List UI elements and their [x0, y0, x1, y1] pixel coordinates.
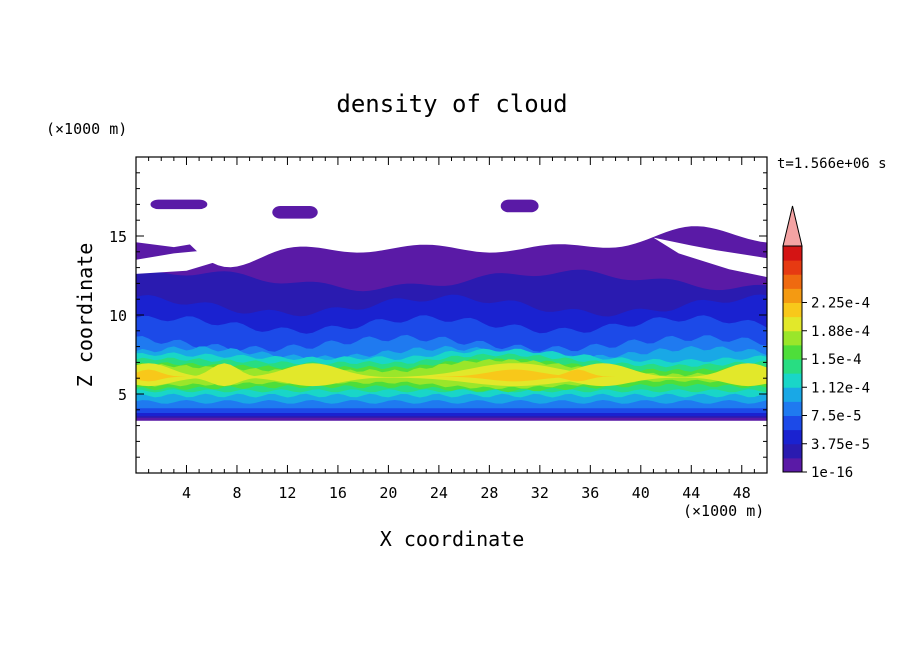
colorbar-swatch [783, 316, 802, 332]
x-tick-label: 36 [581, 484, 599, 502]
colorbar-label: 1.88e-4 [811, 324, 870, 340]
x-tick-label: 4 [182, 484, 191, 502]
cloud-core-patch [136, 363, 767, 387]
y-tick-label: 10 [109, 307, 127, 325]
y-tick-label: 15 [109, 228, 127, 246]
plot-area [136, 157, 767, 473]
y-tick-label: 5 [118, 386, 127, 404]
y-unit-label: (×1000 m) [46, 120, 127, 138]
x-tick-label: 44 [682, 484, 700, 502]
colorbar-swatch [783, 302, 802, 318]
x-tick-label: 32 [531, 484, 549, 502]
cloud-gap [136, 215, 250, 248]
x-unit-label: (×1000 m) [683, 502, 764, 520]
cloud-fragment [500, 199, 539, 213]
colorbar-label: 1e-16 [811, 465, 853, 481]
cloud-gap [136, 248, 250, 274]
x-tick-label: 8 [232, 484, 241, 502]
x-tick-label: 20 [379, 484, 397, 502]
x-axis: 4 8 12 16 20 24 28 32 36 40 44 48 [148, 157, 755, 502]
colorbar-swatch [783, 359, 802, 374]
colorbar-swatch [783, 429, 802, 445]
chart-title: density of cloud [336, 90, 567, 118]
colorbar-label: 1.12e-4 [811, 380, 870, 396]
colorbar-swatch [783, 443, 802, 459]
x-tick-label: 12 [278, 484, 296, 502]
y-axis: 5 10 15 [109, 172, 767, 458]
colorbar-swatch [783, 457, 802, 473]
colorbar-swatch [783, 387, 802, 402]
x-tick-label: 48 [733, 484, 751, 502]
y-axis-label: Z coordinate [73, 243, 97, 388]
x-tick-label: 24 [430, 484, 448, 502]
colorbar-extend-arrow [782, 205, 803, 247]
colorbar-swatch [783, 260, 802, 275]
x-tick-label: 40 [632, 484, 650, 502]
time-label: t=1.566e+06 s [777, 156, 887, 172]
cloud-gap [653, 237, 767, 278]
colorbar-swatch [783, 288, 802, 303]
x-tick-label: 16 [329, 484, 347, 502]
colorbar-swatch [783, 330, 802, 346]
cloud-gap [199, 194, 515, 236]
cloud-core-patch [136, 363, 767, 387]
colorbar: 1e-16 3.75e-5 7.5e-5 1.12e-4 1.5e-4 1.88e-4 2.… [782, 205, 870, 481]
colorbar-swatch [783, 344, 802, 360]
x-tick-label: 28 [480, 484, 498, 502]
cloud-fragment [150, 199, 208, 210]
cloud-fragment [272, 205, 318, 219]
colorbar-swatch [783, 274, 802, 289]
colorbar-label: 2.25e-4 [811, 296, 870, 312]
colorbar-label: 1.5e-4 [811, 352, 862, 368]
x-axis-label: X coordinate [380, 527, 525, 551]
colorbar-swatch [783, 246, 802, 261]
cloud-core-patch [136, 363, 767, 387]
colorbar-swatch [783, 373, 802, 388]
colorbar-swatch [783, 401, 802, 416]
colorbar-label: 3.75e-5 [811, 437, 870, 453]
colorbar-label: 7.5e-5 [811, 409, 862, 425]
colorbar-swatch [783, 415, 802, 431]
